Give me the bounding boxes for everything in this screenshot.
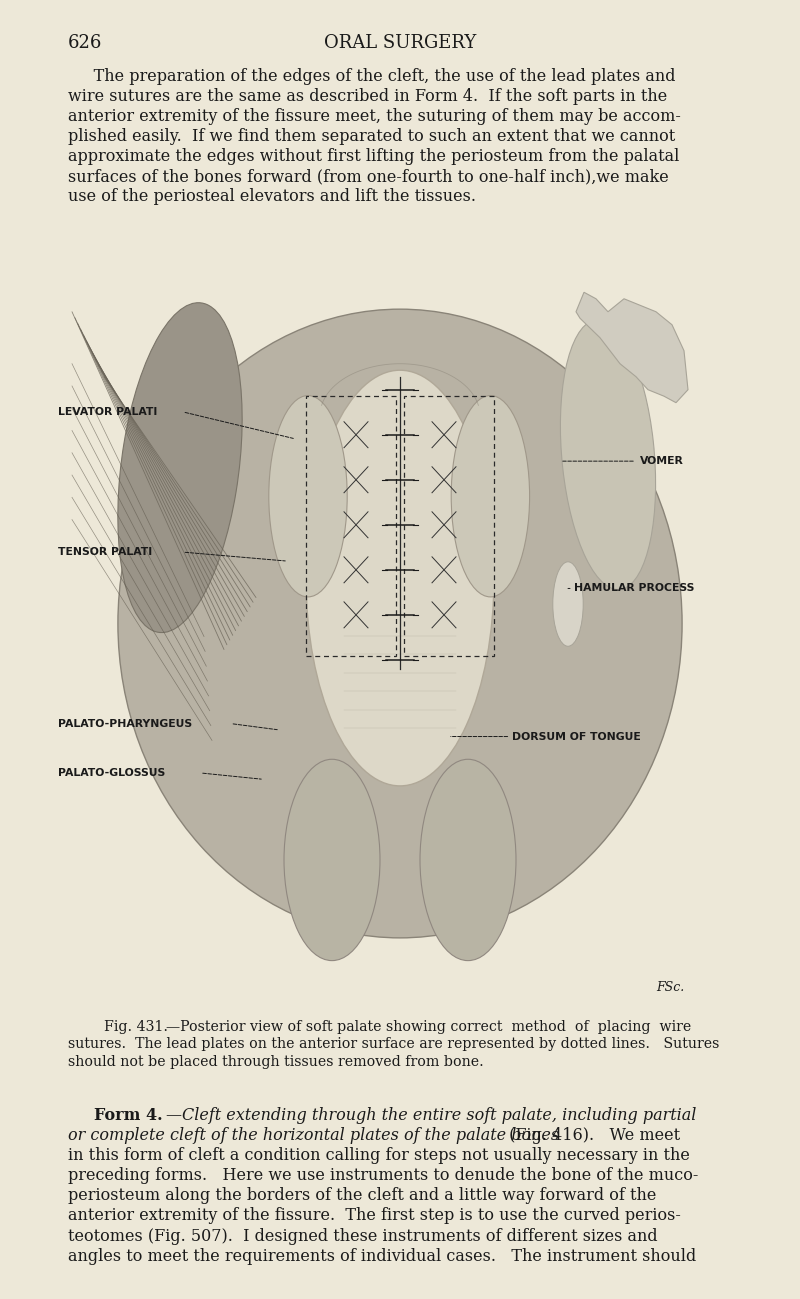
Text: (Fig. 416).   We meet: (Fig. 416). We meet — [504, 1126, 680, 1144]
Text: 626: 626 — [68, 34, 102, 52]
Text: VOMER: VOMER — [640, 456, 684, 466]
Text: LEVATOR PALATI: LEVATOR PALATI — [58, 407, 158, 417]
Ellipse shape — [306, 370, 494, 786]
Text: Fig. 431.: Fig. 431. — [104, 1020, 168, 1034]
Text: in this form of cleft a condition calling for steps not usually necessary in the: in this form of cleft a condition callin… — [68, 1147, 690, 1164]
Ellipse shape — [284, 759, 380, 961]
Text: ORAL SURGERY: ORAL SURGERY — [324, 34, 476, 52]
Text: The preparation of the edges of the cleft, the use of the lead plates and: The preparation of the edges of the clef… — [68, 68, 675, 84]
Text: —Posterior view of soft palate showing correct  method  of  placing  wire: —Posterior view of soft palate showing c… — [166, 1020, 691, 1034]
Ellipse shape — [118, 309, 682, 938]
Text: sutures.  The lead plates on the anterior surface are represented by dotted line: sutures. The lead plates on the anterior… — [68, 1037, 719, 1051]
Text: HAMULAR PROCESS: HAMULAR PROCESS — [574, 583, 694, 594]
Text: FSc.: FSc. — [656, 981, 684, 994]
Text: anterior extremity of the fissure.  The first step is to use the curved perios-: anterior extremity of the fissure. The f… — [68, 1208, 681, 1225]
Text: or complete cleft of the horizontal plates of the palate bones: or complete cleft of the horizontal plat… — [68, 1126, 559, 1144]
Ellipse shape — [451, 395, 530, 598]
Bar — [306, 396, 396, 656]
Text: PALATO-PHARYNGEUS: PALATO-PHARYNGEUS — [58, 718, 193, 729]
Text: periosteum along the borders of the cleft and a little way forward of the: periosteum along the borders of the clef… — [68, 1187, 656, 1204]
Text: TENSOR PALATI: TENSOR PALATI — [58, 547, 153, 557]
Text: anterior extremity of the fissure meet, the suturing of them may be accom-: anterior extremity of the fissure meet, … — [68, 108, 681, 125]
Bar — [404, 396, 494, 656]
Text: Form 4.: Form 4. — [94, 1107, 163, 1124]
Ellipse shape — [118, 303, 242, 633]
Bar — [56, 292, 744, 1007]
Text: PALATO-GLOSSUS: PALATO-GLOSSUS — [58, 768, 166, 778]
Text: wire sutures are the same as described in Form 4.  If the soft parts in the: wire sutures are the same as described i… — [68, 88, 667, 105]
Text: preceding forms.   Here we use instruments to denude the bone of the muco-: preceding forms. Here we use instruments… — [68, 1167, 698, 1185]
Text: DORSUM OF TONGUE: DORSUM OF TONGUE — [512, 731, 641, 742]
Text: use of the periosteal elevators and lift the tissues.: use of the periosteal elevators and lift… — [68, 188, 476, 205]
Ellipse shape — [553, 561, 583, 646]
Text: should not be placed through tissues removed from bone.: should not be placed through tissues rem… — [68, 1055, 484, 1069]
Ellipse shape — [269, 395, 347, 598]
Ellipse shape — [420, 759, 516, 961]
Text: angles to meet the requirements of individual cases.   The instrument should: angles to meet the requirements of indiv… — [68, 1247, 696, 1265]
Text: approximate the edges without first lifting the periosteum from the palatal: approximate the edges without first lift… — [68, 148, 679, 165]
Text: surfaces of the bones forward (from one-fourth to one-half inch),we make: surfaces of the bones forward (from one-… — [68, 169, 669, 186]
Text: plished easily.  If we find them separated to such an extent that we cannot: plished easily. If we find them separate… — [68, 129, 675, 145]
Polygon shape — [576, 292, 688, 403]
Text: teotomes (Fig. 507).  I designed these instruments of different sizes and: teotomes (Fig. 507). I designed these in… — [68, 1228, 658, 1244]
Text: —Cleft extending through the entire soft palate, including partial: —Cleft extending through the entire soft… — [166, 1107, 696, 1124]
Ellipse shape — [561, 320, 655, 590]
